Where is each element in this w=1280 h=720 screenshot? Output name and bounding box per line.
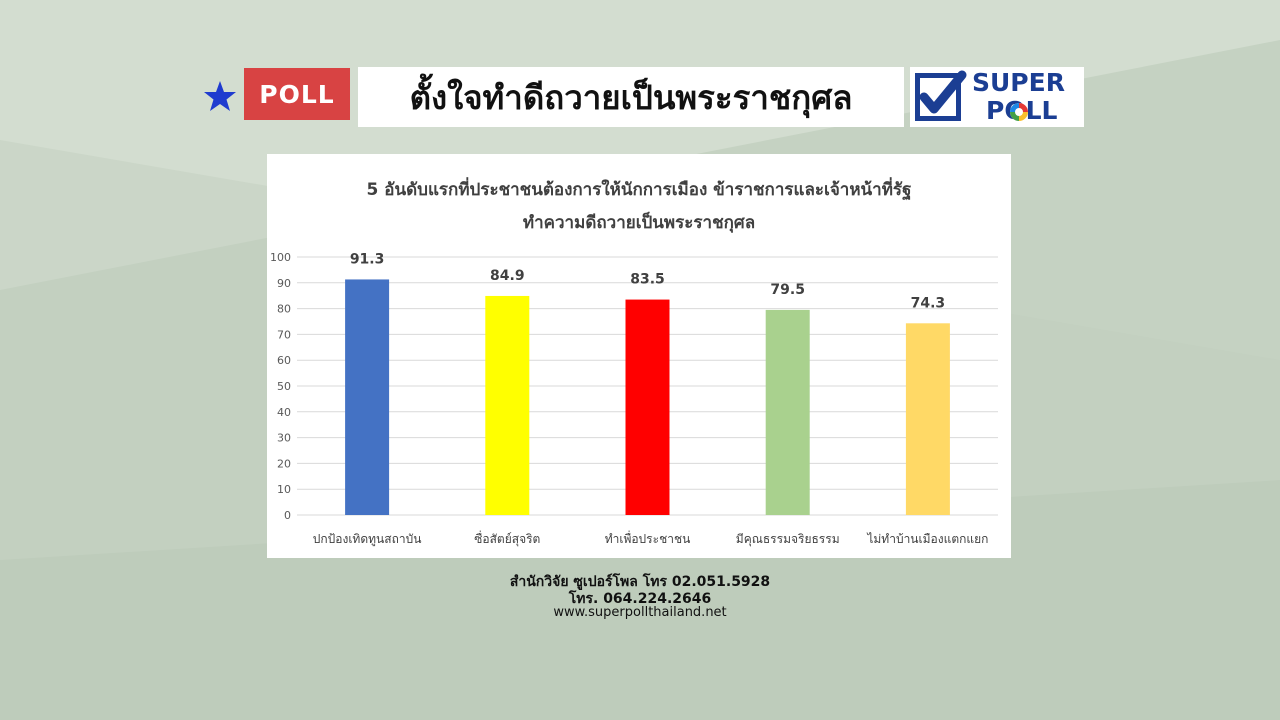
y-tick-label: 90: [277, 277, 291, 290]
bar: [905, 323, 950, 515]
footer-website: www.superpollthailand.net: [553, 605, 727, 620]
x-tick-label: ไม่ทำบ้านเมืองแตกแยก: [866, 532, 988, 546]
data-label: 83.5: [630, 272, 665, 288]
chart-title-line1: 5 อันดับแรกที่ประชาชนต้องการให้นักการเมื…: [366, 180, 912, 200]
data-label: 84.9: [490, 268, 525, 284]
super-poll-logo: SUPER POLL: [910, 67, 1084, 127]
bar: [625, 299, 670, 515]
data-label: 74.3: [911, 295, 946, 311]
chart-card: 5 อันดับแรกที่ประชาชนต้องการให้นักการเมื…: [267, 154, 1011, 558]
star-icon: [204, 81, 236, 111]
bar: [485, 295, 530, 515]
page-title: ตั้งใจทำดีถวายเป็นพระราชกุศล: [358, 67, 904, 127]
x-tick-label: ทำเพื่อประชาชน: [605, 530, 691, 546]
bar: [765, 309, 810, 515]
poll-badge: POLL: [244, 68, 350, 120]
y-tick-label: 50: [277, 380, 291, 393]
bar: [345, 279, 390, 515]
y-tick-label: 60: [277, 354, 291, 367]
bar-chart: 0 10 20 30 40 50 60 70 80 90 100 91.3 ปกป้องเทิดทูนส…: [270, 251, 998, 547]
chart-title-line2: ทำความดีถวายเป็นพระราชกุศล: [522, 213, 756, 233]
footer-line-2: โทร. 064.224.2646: [568, 591, 712, 607]
y-tick-label: 70: [277, 328, 291, 341]
y-tick-label: 0: [284, 509, 291, 522]
x-tick-label: ปกป้องเทิดทูนสถาบัน: [313, 532, 422, 547]
data-label: 79.5: [770, 282, 805, 298]
data-label: 91.3: [350, 251, 385, 267]
y-tick-label: 30: [277, 432, 291, 445]
y-tick-label: 40: [277, 406, 291, 419]
footer-line-1: สำนักวิจัย ซูเปอร์โพล โทร 02.051.5928: [509, 574, 771, 590]
color-ring-icon: [1010, 103, 1028, 121]
page-title-text: ตั้งใจทำดีถวายเป็นพระราชกุศล: [409, 77, 853, 117]
logo-word-super: SUPER: [972, 68, 1065, 97]
y-tick-label: 80: [277, 303, 291, 316]
checkmark-icon: [915, 70, 967, 121]
x-tick-label: ซื่อสัตย์สุจริต: [474, 530, 540, 547]
y-tick-label: 20: [277, 457, 291, 470]
y-tick-label: 100: [270, 251, 291, 264]
y-tick-label: 10: [277, 483, 291, 496]
x-tick-label: มีคุณธรรมจริยธรรม: [736, 532, 840, 547]
